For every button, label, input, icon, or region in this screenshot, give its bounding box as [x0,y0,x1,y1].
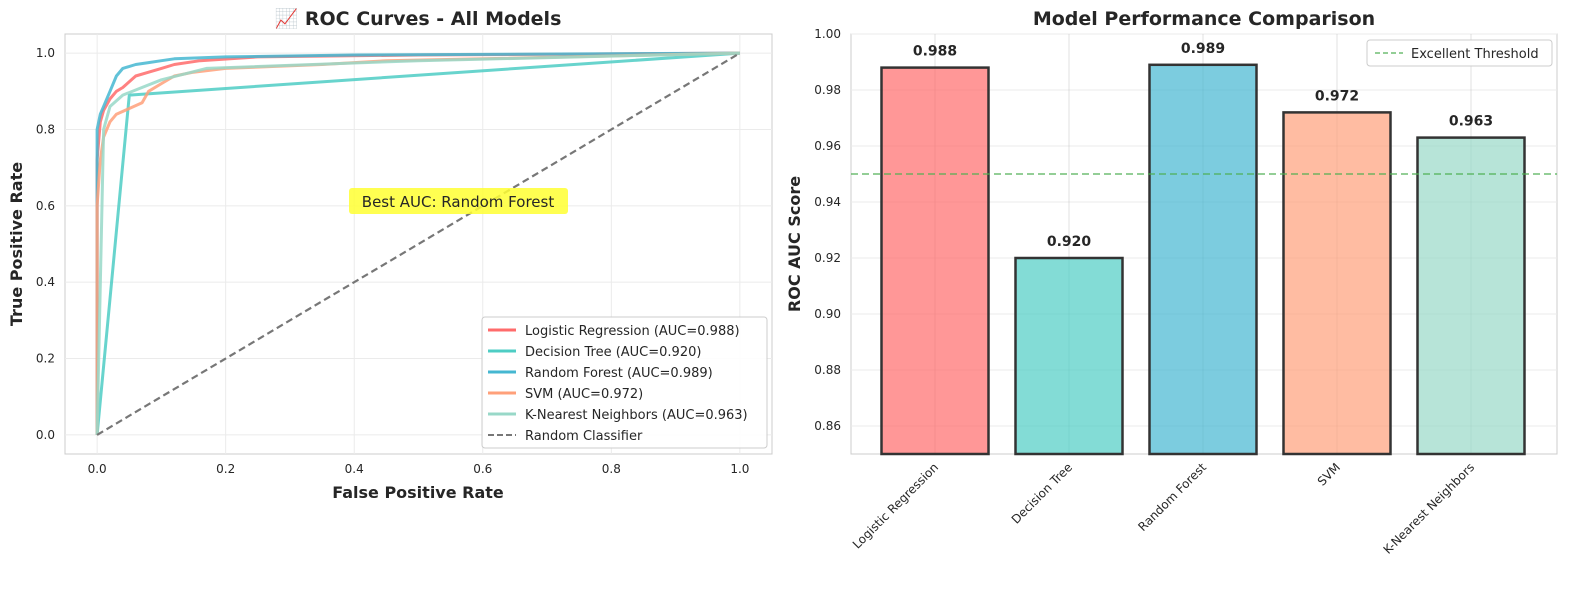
roc-panel: 0.0 0.2 0.4 0.6 0.8 1.0 0.0 0.2 0.4 0.6 0.8 1.0 📈 … [7,7,773,502]
bar-legend-box [1366,39,1553,67]
roc-y-label: True Positive Rate [7,162,26,326]
bar-y-tick-label: 0.86 [814,419,841,433]
roc-x-tick-label: 0.4 [345,462,364,476]
roc-series-line [95,51,741,436]
best-auc-annotation: Best AUC: Random Forest [349,188,568,214]
bar-x-tick-label: K-Nearest Neighbors [1381,460,1478,557]
bar-value-label: 0.989 [1181,41,1225,57]
roc-legend-label: Logistic Regression (AUC=0.988) [525,324,740,339]
bar-y-ticks: 0.86 0.88 0.90 0.92 0.94 0.96 0.98 1.00 [814,27,841,433]
roc-series-random-classifier [96,52,741,436]
bar-bars: 0.988 0.920 0.989 0.972 0.963 [851,41,1557,456]
bar-x-tick-label: Decision Tree [1009,460,1075,526]
roc-legend-label: Random Forest (AUC=0.989) [525,366,713,381]
bar-y-tick-label: 0.96 [814,139,841,153]
annotation-box [349,188,568,214]
roc-y-tick-label: 0.0 [36,428,55,442]
bar-legend: Excellent Threshold [1366,39,1553,67]
bar-value-label: 0.963 [1449,114,1493,130]
bar-y-tick-label: 1.00 [814,27,841,41]
roc-x-tick-label: 0.8 [602,462,621,476]
roc-y-tick-label: 0.4 [36,275,55,289]
roc-legend: Logistic Regression (AUC=0.988) Decision … [481,316,768,449]
roc-x-tick-label: 1.0 [730,462,749,476]
roc-legend-label: Random Classifier [525,429,643,444]
bar-value-label: 0.972 [1315,88,1359,104]
roc-legend-box [481,316,768,449]
bar-y-tick-label: 0.94 [814,195,841,209]
roc-legend-label: K-Nearest Neighbors (AUC=0.963) [525,408,748,423]
roc-x-tick-label: 0.6 [473,462,492,476]
roc-y-tick-label: 0.6 [36,199,55,213]
bar-title: Model Performance Comparison [1033,8,1375,30]
bar [1148,63,1258,456]
bar-x-tick-label: SVM [1315,460,1343,488]
bar-value-label: 0.988 [913,44,957,60]
bar-y-tick-label: 0.92 [814,251,841,265]
bar-x-ticks: Logistic Regression Decision Tree Random F… [850,460,1477,557]
roc-curves [95,51,741,436]
bar [1282,111,1392,456]
roc-y-tick-label: 0.8 [36,122,55,136]
roc-y-tick-label: 1.0 [36,46,55,60]
roc-x-ticks: 0.0 0.2 0.4 0.6 0.8 1.0 [88,462,750,476]
bar [1416,136,1526,456]
roc-y-tick-label: 0.2 [36,352,55,366]
roc-x-tick-label: 0.2 [216,462,235,476]
bar-legend-threshold-label: Excellent Threshold [1411,47,1539,62]
roc-x-label: False Positive Rate [332,483,504,502]
roc-title: 📈 ROC Curves - All Models [275,7,562,30]
bar-y-tick-label: 0.98 [814,83,841,97]
bar-y-tick-label: 0.88 [814,363,841,377]
roc-legend-label: Decision Tree (AUC=0.920) [525,345,701,360]
bar-y-tick-label: 0.90 [814,307,841,321]
roc-series-line [95,51,740,435]
roc-series-line [95,51,740,435]
bar-y-label: ROC AUC Score [785,176,804,312]
roc-y-ticks: 0.0 0.2 0.4 0.6 0.8 1.0 [36,46,55,442]
bar [880,66,990,456]
bar-value-label: 0.920 [1047,234,1092,250]
annotation-text: Best AUC: Random Forest [362,193,555,211]
bar-x-tick-label: Random Forest [1135,460,1209,534]
bar-x-tick-label: Logistic Regression [850,460,941,551]
bar [1014,256,1124,456]
roc-legend-label: SVM (AUC=0.972) [525,387,643,402]
roc-x-tick-label: 0.0 [88,462,107,476]
